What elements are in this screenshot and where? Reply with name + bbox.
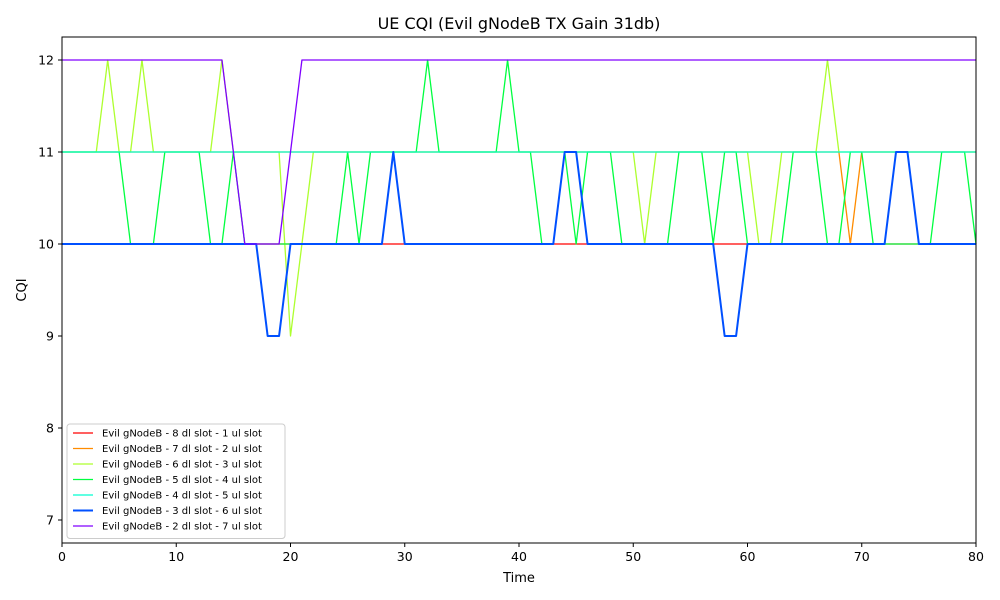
y-axis-ticks: 7 8 9 10 11 12 [38, 53, 62, 528]
series-line-3 [62, 59, 976, 337]
legend-entry-label: Evil gNodeB - 6 dl slot - 3 ul slot [102, 460, 262, 471]
x-tick-label: 60 [740, 549, 756, 564]
legend-box [66, 423, 286, 539]
series-line-2 [62, 151, 976, 245]
legend-entry-label: Evil gNodeB - 2 dl slot - 7 ul slot [102, 522, 262, 533]
x-tick-label: 30 [397, 549, 413, 564]
y-tick-label: 10 [38, 237, 54, 252]
legend-entry-label: Evil gNodeB - 5 dl slot - 4 ul slot [102, 475, 262, 486]
y-axis-label: CQI [15, 278, 30, 301]
x-axis-label: Time [502, 571, 535, 586]
legend: Evil gNodeB - 8 dl slot - 1 ul slot Evil … [66, 423, 286, 539]
y-tick-label: 12 [38, 53, 54, 68]
legend-entry-label: Evil gNodeB - 8 dl slot - 1 ul slot [102, 429, 262, 440]
x-tick-label: 50 [625, 549, 641, 564]
legend-entry-label: Evil gNodeB - 3 dl slot - 6 ul slot [102, 506, 262, 517]
legend-entry-label: Evil gNodeB - 7 dl slot - 2 ul slot [102, 444, 262, 455]
y-tick-label: 9 [46, 329, 54, 344]
legend-entry-label: Evil gNodeB - 4 dl slot - 5 ul slot [102, 491, 262, 502]
x-tick-label: 20 [283, 549, 299, 564]
x-axis-ticks: 0 10 20 30 40 50 60 70 80 [58, 543, 984, 564]
series-line-7 [62, 59, 976, 245]
series-group [62, 59, 977, 337]
y-tick-label: 8 [46, 421, 54, 436]
x-tick-label: 70 [854, 549, 870, 564]
x-tick-label: 0 [58, 549, 66, 564]
x-tick-label: 80 [968, 549, 984, 564]
y-tick-label: 11 [38, 145, 54, 160]
series-line-6 [62, 151, 976, 337]
x-tick-label: 40 [511, 549, 527, 564]
x-tick-label: 10 [168, 549, 184, 564]
chart-title: UE CQI (Evil gNodeB TX Gain 31db) [378, 14, 661, 33]
y-tick-label: 7 [46, 513, 54, 528]
